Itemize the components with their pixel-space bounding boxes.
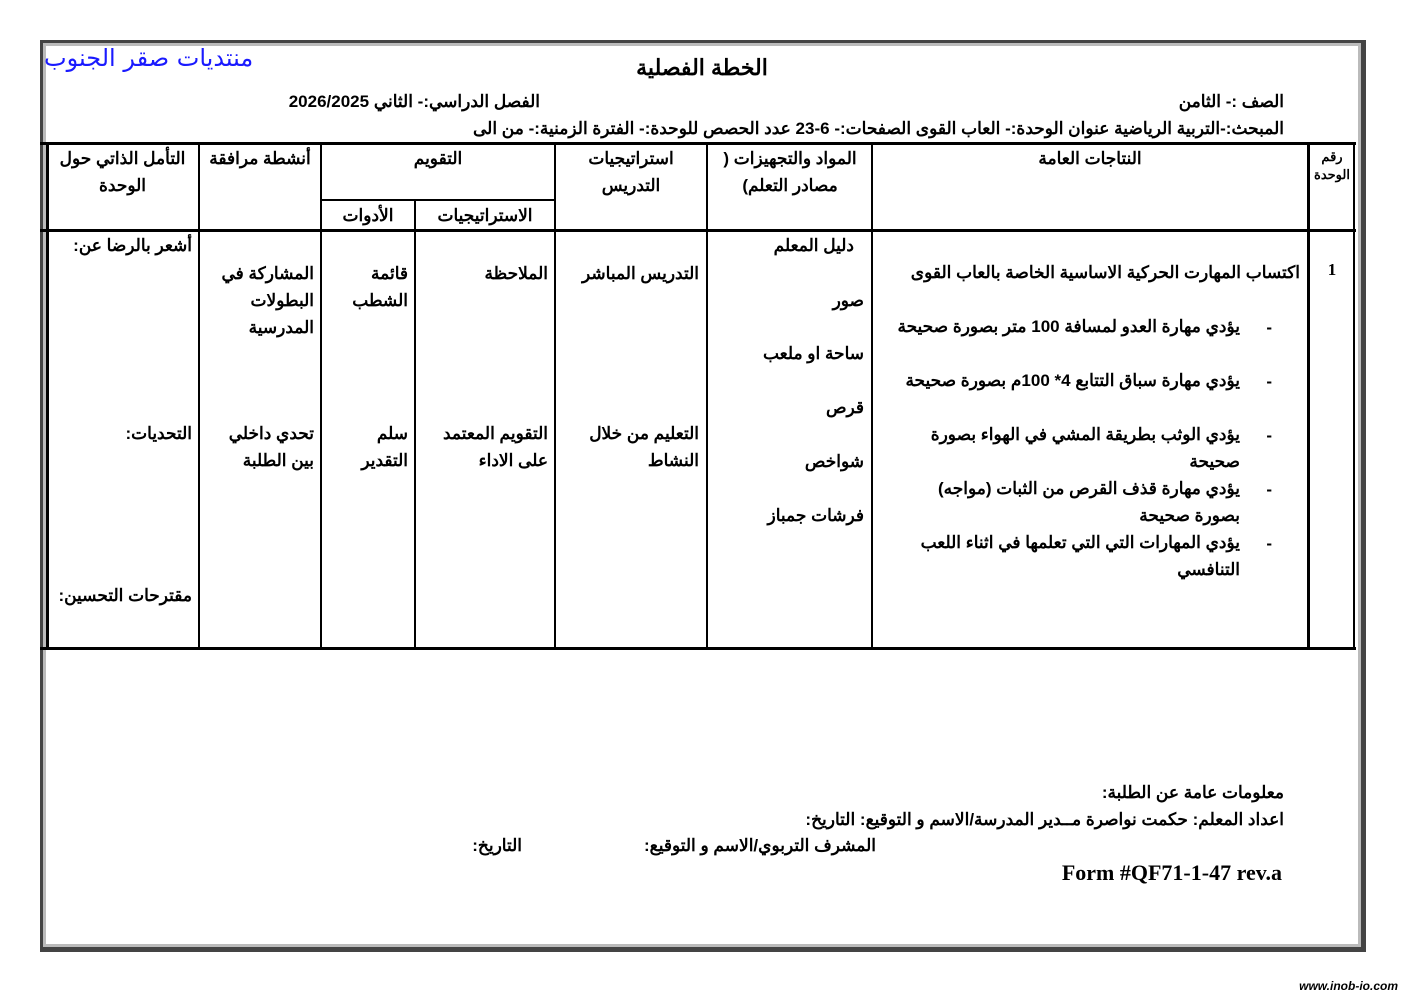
page-frame (40, 40, 1366, 952)
header-eval-tools: الأدوات (342, 206, 394, 225)
students-info: معلومات عامة عن الطلبة: (1101, 783, 1284, 802)
eval-tool-item: قائمة الشطب (352, 264, 408, 310)
outcome-item: يؤدي الوثب بطريقة المشي في الهواء بصورة … (930, 425, 1240, 471)
supervisor-signature: المشرف التربوي/الاسم و التوقيع: (644, 836, 876, 855)
header-evaluation: التقويم (413, 149, 463, 168)
outcome-item: يؤدي مهارة العدو لمسافة 100 متر بصورة صح… (897, 317, 1240, 336)
material-item: شواخص (804, 452, 864, 471)
semester: الفصل الدراسي:- الثاني 2026/2025 (288, 92, 540, 111)
outcome-item: يؤدي مهارة سباق التتابع 4* 100م بصورة صح… (905, 371, 1240, 390)
material-item: فرشات جمباز (767, 506, 864, 525)
material-item: قرص (825, 398, 864, 417)
header-strategies: استراتيجيات التدريس (588, 149, 674, 195)
reflection-satisfied: أشعر بالرضا عن: (73, 236, 192, 255)
subject-line: المبحث:-التربية الرياضية عنوان الوحدة:- … (473, 119, 1284, 138)
strategy-item: التعليم من خلال النشاط (589, 424, 699, 470)
material-item: دليل المعلم (773, 236, 854, 255)
outcome-main: اكتساب المهارت الحركية الاساسية الخاصة ب… (910, 263, 1300, 282)
header-eval-strategies: الاستراتيجيات (437, 206, 533, 225)
eval-tool-item: سلم التقدير (361, 424, 408, 470)
header-activities: أنشطة مرافقة (209, 149, 311, 168)
supervisor-date: التاريخ: (472, 836, 522, 855)
activity-item: تحدي داخلي بين الطلبة (228, 424, 314, 470)
material-item: ساحة او ملعب (762, 344, 864, 363)
unit-number: 1 (1327, 260, 1337, 279)
material-item: صور (832, 291, 864, 310)
outcome-item: يؤدي المهارات التي التي تعلمها في اثناء … (920, 533, 1240, 579)
header-reflection: التأمل الذاتي حول الوحدة (59, 149, 186, 195)
eval-strategy-item: التقويم المعتمد على الاداء (443, 424, 548, 470)
watermark: منتديات صقر الجنوب (44, 44, 254, 72)
reflection-challenges: التحديات: (125, 424, 192, 443)
eval-strategy-item: الملاحظة (484, 264, 548, 283)
header-materials: المواد والتجهيزات ( مصادر التعلم) (723, 149, 857, 195)
page-title: الخطة الفصلية (636, 55, 768, 80)
teacher-line: اعداد المعلم: حكمت نواصرة مــدير المدرسة… (805, 810, 1284, 829)
header-outcomes: النتاجات العامة (1038, 149, 1142, 168)
activity-item: المشاركة في البطولات المدرسية (221, 264, 314, 337)
strategy-item: التدريس المباشر (582, 264, 699, 283)
site-url: www.inob-io.com (1299, 979, 1398, 993)
header-unit-no: رقم الوحدة (1314, 149, 1350, 182)
grade: الصف :- الثامن (1178, 92, 1284, 111)
form-number: Form #QF71-1-47 rev.a (1061, 860, 1282, 885)
reflection-improvements: مقترحات التحسين: (58, 586, 192, 605)
outcome-item: يؤدي مهارة قذف القرص من الثبات (مواجه) ب… (937, 479, 1240, 525)
